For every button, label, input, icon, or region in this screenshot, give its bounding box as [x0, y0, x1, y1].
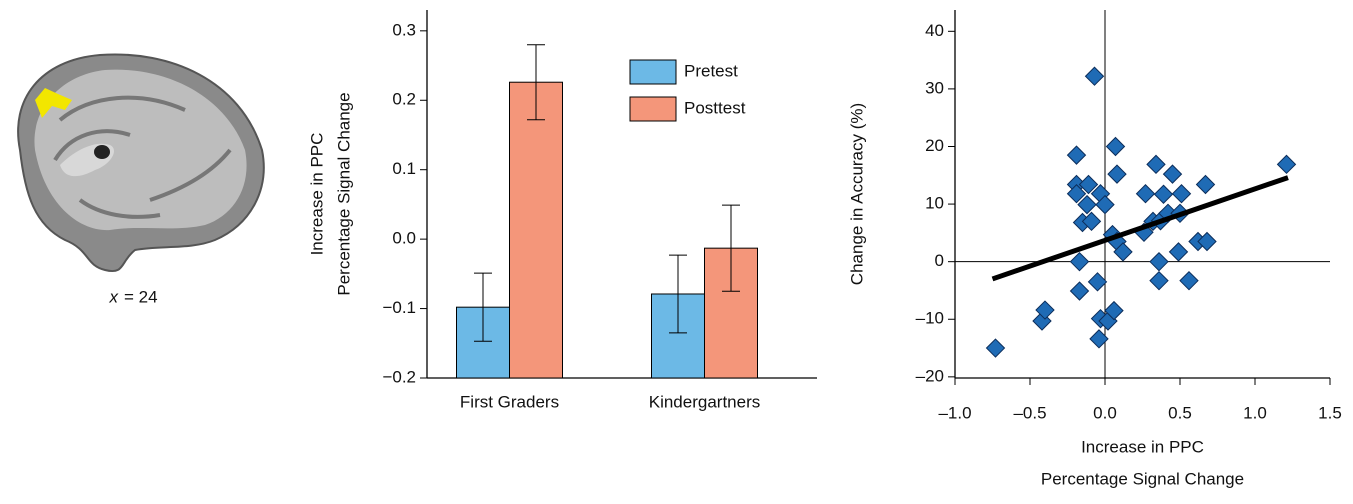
- y-tick-label: −0.2: [382, 367, 416, 386]
- point: [1147, 155, 1165, 173]
- brain-ventricle: [94, 145, 110, 159]
- x-tick-label: –0.5: [1013, 403, 1046, 422]
- legend-label: Posttest: [684, 98, 746, 117]
- x-axis-label: Percentage Signal Change: [1041, 469, 1244, 488]
- y-tick-label: 0.0: [392, 229, 416, 248]
- y-tick-label: –20: [916, 366, 944, 385]
- point: [1173, 185, 1191, 203]
- caption-variable: x: [109, 287, 119, 306]
- x-tick-label: 0.5: [1168, 403, 1192, 422]
- y-tick-label: 0.3: [392, 20, 416, 39]
- legend-swatch: [630, 97, 676, 121]
- point: [1155, 185, 1173, 203]
- legend-label: Pretest: [684, 61, 738, 80]
- point: [987, 339, 1005, 357]
- caption-value: = 24: [124, 287, 158, 306]
- point: [1107, 137, 1125, 155]
- y-tick-label: 20: [925, 136, 944, 155]
- y-tick-label: 30: [925, 78, 944, 97]
- x-tick-label: 1.0: [1243, 403, 1267, 422]
- y-tick-label: −0.1: [382, 298, 416, 317]
- y-tick-label: 0.1: [392, 159, 416, 178]
- point: [1170, 243, 1188, 261]
- point: [1071, 253, 1089, 271]
- y-tick-label: 0.2: [392, 90, 416, 109]
- x-tick-label: Kindergartners: [649, 392, 761, 411]
- y-tick-label: 40: [925, 21, 944, 40]
- point: [1150, 253, 1168, 271]
- point: [1150, 272, 1168, 290]
- point: [1089, 273, 1107, 291]
- x-tick-label: First Graders: [460, 392, 559, 411]
- point: [1071, 282, 1089, 300]
- brain-image: [18, 54, 264, 271]
- point: [1164, 165, 1182, 183]
- legend-swatch: [630, 60, 676, 84]
- x-tick-label: –1.0: [938, 403, 971, 422]
- point: [1278, 155, 1296, 173]
- point: [1086, 67, 1104, 85]
- y-tick-label: 0: [935, 251, 944, 270]
- figure: x = 24 −0.2 −0.1 0.0 0.1 0.2 0.3 Increase in P…: [0, 0, 1353, 499]
- y-axis-label: Percentage Signal Change: [334, 92, 353, 295]
- point: [1137, 185, 1155, 203]
- point: [1068, 146, 1086, 164]
- point: [1197, 175, 1215, 193]
- point: [1108, 165, 1126, 183]
- bar: [510, 82, 563, 378]
- x-tick-label: 0.0: [1093, 403, 1117, 422]
- y-axis-label: Increase in PPC: [307, 133, 326, 256]
- point: [1180, 272, 1198, 290]
- x-tick-label: 1.5: [1318, 403, 1342, 422]
- x-axis-label: Increase in PPC: [1081, 437, 1204, 456]
- y-tick-label: –10: [916, 309, 944, 328]
- y-axis-label: Change in Accuracy (%): [847, 103, 866, 285]
- y-tick-label: 10: [925, 194, 944, 213]
